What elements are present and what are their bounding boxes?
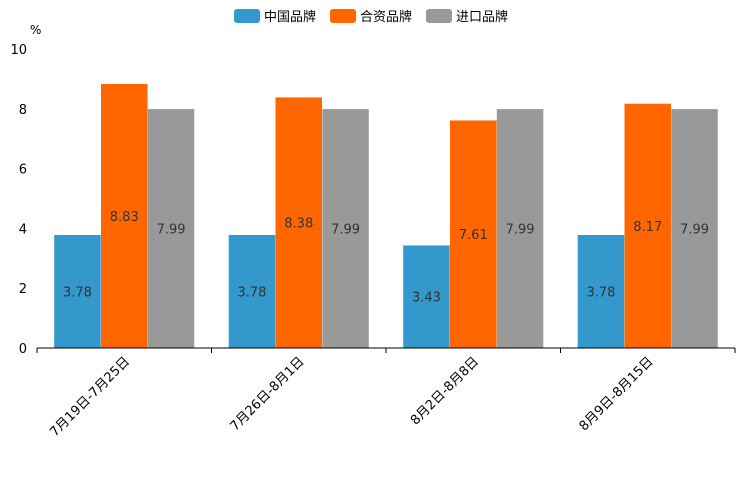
- legend-swatch: [330, 9, 356, 23]
- bar-value-label: 3.78: [63, 285, 92, 300]
- legend-item: 中国品牌: [234, 9, 316, 25]
- bar: [671, 109, 718, 348]
- data-labels: 3.78 8.83 7.99 3.78 8.38 7.99 3.43 7.61 7.99 3.78…: [63, 210, 709, 306]
- bar-value-label: 7.99: [157, 223, 186, 238]
- bar-value-label: 3.78: [237, 285, 266, 300]
- bar: [322, 109, 369, 348]
- bar-value-label: 3.78: [586, 285, 615, 300]
- legend-swatch: [234, 9, 260, 23]
- bar: [577, 234, 625, 348]
- bars: [54, 83, 718, 348]
- bar: [275, 97, 322, 348]
- x-category-label: 7月19日-7月25日: [47, 354, 133, 440]
- y-tick-label: 0: [19, 342, 27, 357]
- x-category-label: 7月26日-8月1日: [228, 354, 308, 434]
- bar-value-label: 8.83: [110, 210, 139, 225]
- bar: [54, 234, 101, 348]
- x-axis: 7月19日-7月25日 7月26日-8月1日 8月2日-8月8日 8月9日-8月15日: [36, 347, 736, 440]
- bar: [624, 103, 671, 348]
- bar-value-label: 7.99: [506, 223, 535, 238]
- y-tick-label: 6: [19, 163, 27, 178]
- bar: [147, 109, 195, 348]
- bar-value-label: 3.43: [412, 291, 441, 306]
- bar: [496, 109, 544, 348]
- y-axis: 0 2 4 6 8 10: [10, 43, 27, 357]
- x-category-label: 8月9日-8月15日: [577, 354, 657, 434]
- bar: [101, 83, 148, 348]
- legend-item: 进口品牌: [426, 9, 508, 25]
- y-tick-label: 8: [19, 103, 27, 118]
- bar-value-label: 7.99: [331, 223, 360, 238]
- bar: [228, 234, 276, 348]
- legend-label: 进口品牌: [456, 9, 508, 25]
- legend: 中国品牌 合资品牌 进口品牌: [234, 9, 508, 25]
- y-axis-unit-label: %: [30, 23, 41, 37]
- bar-value-label: 7.99: [680, 223, 709, 238]
- bar-value-label: 8.38: [284, 217, 313, 232]
- x-category-label: 8月2日-8月8日: [408, 354, 482, 428]
- bar: [450, 120, 497, 348]
- legend-label: 合资品牌: [360, 9, 412, 25]
- y-tick-label: 2: [19, 282, 27, 297]
- legend-item: 合资品牌: [330, 9, 412, 25]
- bar-value-label: 8.17: [633, 220, 662, 235]
- bar: [403, 245, 450, 348]
- y-tick-label: 4: [19, 222, 27, 237]
- legend-label: 中国品牌: [264, 9, 316, 25]
- bar-value-label: 7.61: [459, 228, 488, 243]
- legend-swatch: [426, 9, 452, 23]
- y-tick-label: 10: [10, 43, 27, 58]
